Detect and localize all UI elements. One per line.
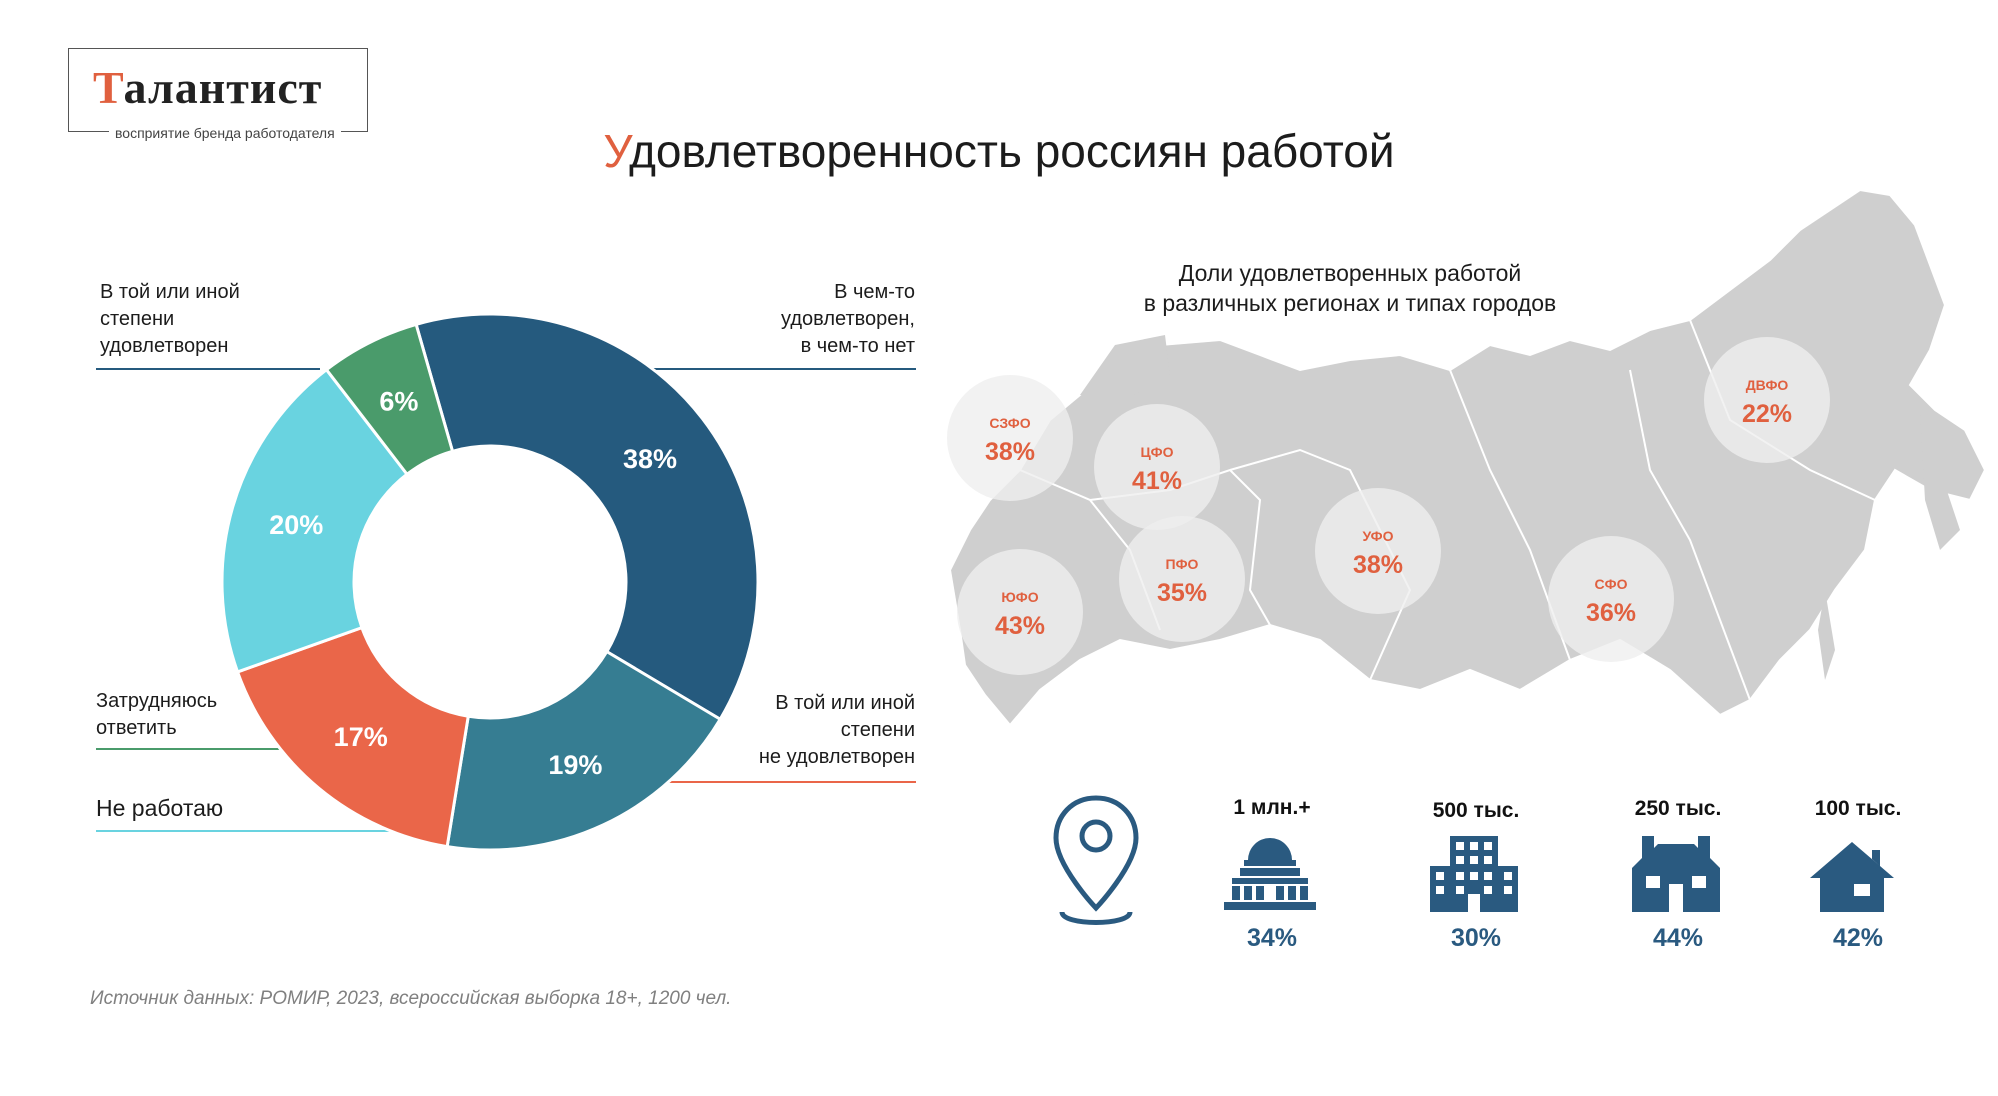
region-bubble-6 [1704,337,1830,463]
donut-value-label-1: 19% [548,750,602,780]
donut-value-label-3: 20% [269,510,323,540]
label-partly: В чем-то удовлетворен, в чем-то нет [781,281,915,357]
region-value-3: 35% [1157,579,1207,607]
label-undecided: Затрудняюсь ответить [96,690,218,739]
map-pin-dot [1079,819,1113,853]
region-name-4: УФО [1362,528,1393,544]
donut-slice-2 [235,625,470,849]
region-bubble-1 [1094,404,1220,530]
region-bubble-3 [1119,516,1245,642]
donut-value-labels: 38% 19% 17% 20% 6% [269,387,677,780]
townhouse-icon [1632,836,1720,912]
region-bubble-2 [957,549,1083,675]
map-pin-icon [1053,795,1139,925]
russia-map: СЗФО 38% ЦФО 41% ЮФО 43% ПФО 35% УФО 38% СФО 36% ДВФ… [947,188,1987,727]
region-name-0: СЗФО [989,415,1030,431]
city-value-1m: 34% [1246,924,1298,952]
map-pin-outline [1053,795,1139,912]
region-value-5: 36% [1586,599,1636,627]
brand-logo: Талантист восприятие бренда работодателя [68,48,368,141]
region-name-3: ПФО [1166,556,1199,572]
region-bubble-4 [1315,488,1441,614]
logo-wordmark: Талантист [93,62,323,113]
label-satisfied: В той или иной степени удовлетворен [100,281,240,357]
sakhalin-shape [1818,590,1835,680]
region-value-0: 38% [985,438,1035,466]
donut-leader-lines [96,368,916,832]
donut-slice-3 [220,367,410,674]
page-title: Удовлетворенность россиян работой [603,125,1395,177]
donut-value-label-0: 38% [623,444,677,474]
map-title: Доли удовлетворенных работой в различных… [1143,260,1557,316]
source-note: Источник данных: РОМИР, 2023, всероссийс… [90,988,732,1009]
region-value-6: 22% [1742,400,1792,428]
kola-peninsula-shape [1080,335,1170,400]
region-value-1: 41% [1132,467,1182,495]
capitol-building-icon [1224,838,1316,910]
city-header-100k: 100 тыс. [1814,797,1902,820]
city-header-1m: 1 млн.+ [1233,796,1311,819]
label-not-working: Не работаю [96,795,224,821]
region-bubble-0 [947,375,1073,501]
region-name-6: ДВФО [1746,377,1789,393]
region-value-2: 43% [995,612,1045,640]
donut-slice-0 [414,312,760,722]
region-bubble-5 [1548,536,1674,662]
donut-chart: 38% 19% 17% 20% 6% [96,312,916,852]
city-value-250k: 44% [1652,924,1704,952]
region-value-4: 38% [1353,551,1403,579]
region-bubbles: СЗФО 38% ЦФО 41% ЮФО 43% ПФО 35% УФО 38% СФО 36% ДВФ… [947,337,1830,675]
office-building-icon [1430,836,1518,912]
kamchatka-shape [1920,410,1960,550]
label-unsatisfied: В той или иной степени не удовлетворен [758,692,915,768]
donut-slices [220,312,760,852]
map-pin-ground [1059,910,1133,925]
house-icon [1810,842,1894,912]
city-value-100k: 42% [1832,924,1884,952]
donut-slice-4 [324,322,455,477]
region-name-5: СФО [1595,576,1628,592]
donut-value-label-2: 17% [334,722,388,752]
donut-value-label-4: 6% [379,387,418,417]
city-value-500k: 30% [1450,924,1502,952]
city-header-250k: 250 тыс. [1634,797,1722,820]
region-name-1: ЦФО [1140,444,1173,460]
logo-tagline: восприятие бренда работодателя [109,125,341,141]
donut-slice-1 [445,649,723,852]
region-name-2: ЮФО [1001,589,1038,605]
city-header-500k: 500 тыс. [1432,799,1520,822]
